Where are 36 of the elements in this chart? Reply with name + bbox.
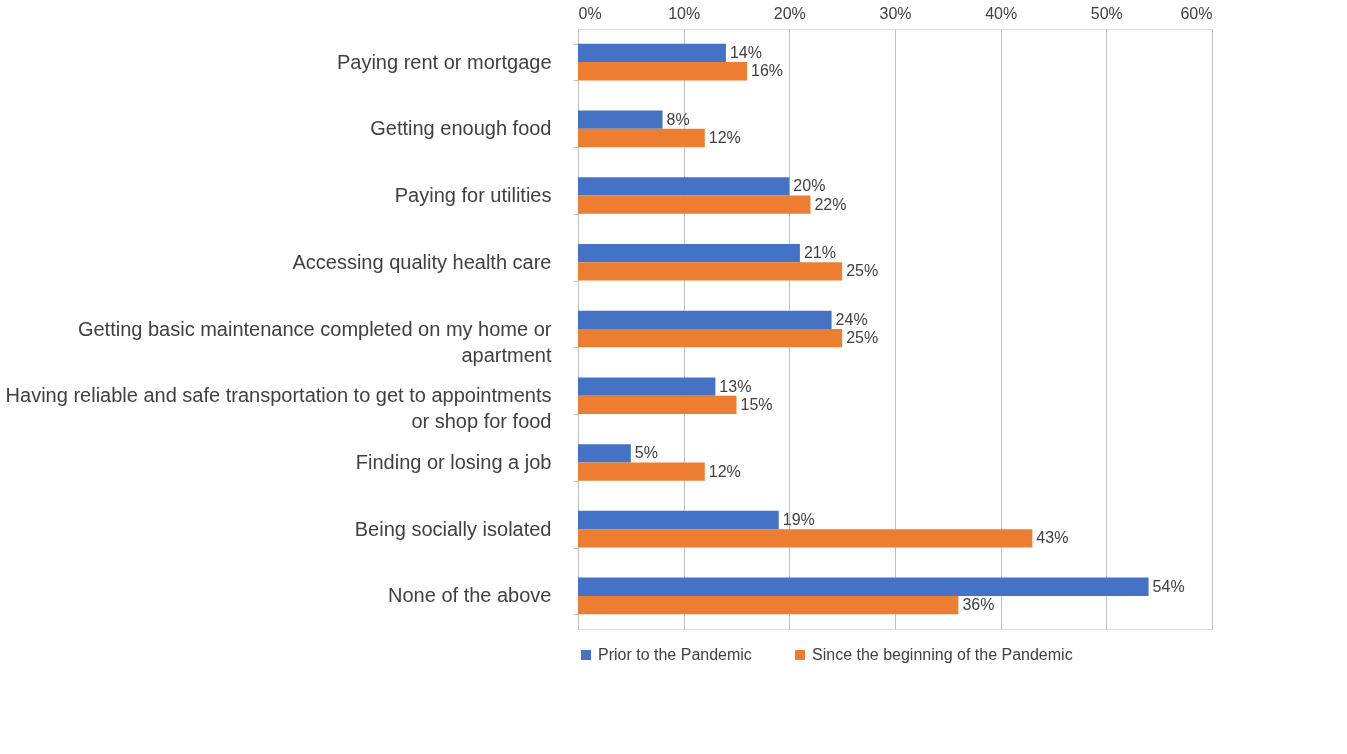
- data-label: 16%: [751, 62, 784, 80]
- data-label: 12%: [708, 462, 741, 480]
- y-tick-label: Paying for utilities: [394, 184, 552, 207]
- y-tick-label: None of the above: [388, 584, 552, 607]
- y-tick-label: Accessing quality health care: [292, 250, 552, 273]
- y-tick-label: Finding or losing a job: [355, 450, 552, 473]
- x-tick-label: 60%: [1180, 4, 1213, 22]
- data-label: 36%: [962, 596, 995, 614]
- y-tick-label: Getting enough food: [370, 117, 552, 140]
- data-label: 25%: [846, 262, 879, 280]
- x-tick-label: 40%: [985, 4, 1018, 22]
- data-label: 54%: [1152, 577, 1185, 595]
- x-tick-label: 10%: [668, 4, 701, 22]
- data-label: 13%: [719, 377, 752, 395]
- data-label: 21%: [803, 244, 836, 262]
- y-tick-label: Paying rent or mortgage: [336, 50, 552, 73]
- y-tick-label: Having reliable and safe transportation to get to appointments or shop for food: [5, 384, 552, 433]
- data-label: 19%: [782, 511, 815, 529]
- data-label: 20%: [793, 177, 826, 195]
- x-tick-label: 0%: [578, 4, 602, 22]
- data-label: 43%: [1036, 529, 1069, 547]
- legend-label: Prior to the Pandemic: [598, 646, 752, 663]
- x-tick-label: 30%: [879, 4, 912, 22]
- x-tick-label: 20%: [773, 4, 806, 22]
- y-tick-label: Getting basic maintenance completed on my home or apartment: [77, 317, 552, 366]
- data-label: 12%: [708, 128, 741, 146]
- data-label: 5%: [634, 444, 658, 462]
- data-label: 24%: [835, 310, 868, 328]
- data-label: 8%: [666, 110, 690, 128]
- data-label: 22%: [814, 195, 847, 213]
- legend-label: Since the beginning of the Pandemic: [812, 646, 1073, 663]
- data-label: 25%: [846, 329, 879, 347]
- x-tick-label: 50%: [1090, 4, 1123, 22]
- y-tick-label: Being socially isolated: [354, 517, 552, 540]
- data-label: 15%: [740, 395, 773, 413]
- data-label: 14%: [729, 43, 762, 61]
